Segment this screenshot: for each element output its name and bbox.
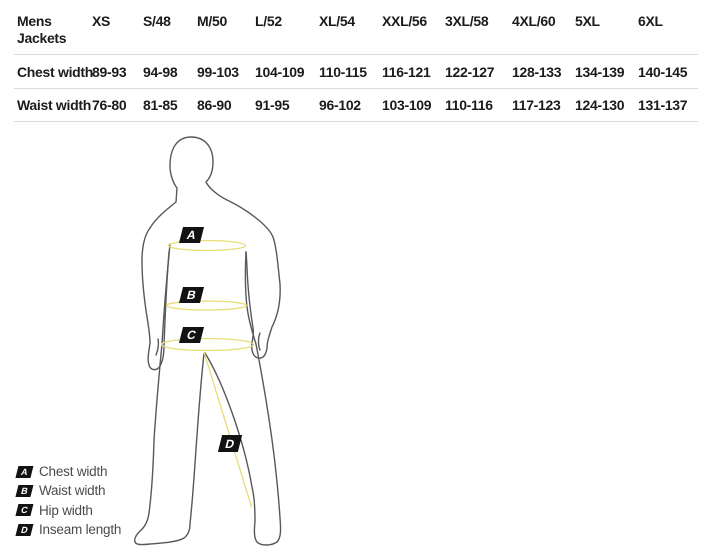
legend-c-badge: C: [15, 504, 34, 516]
row-label: Chest width: [17, 63, 94, 80]
figure-left-leg: [134, 243, 205, 546]
row-label: Waist width: [17, 97, 91, 113]
chest-value: 89-93: [92, 63, 127, 80]
size-header-l: L/52: [255, 13, 282, 29]
legend-row-hip: C Hip width: [15, 501, 121, 520]
size-header-6xl: 6XL: [638, 13, 663, 29]
size-header-s: S/48: [143, 13, 171, 29]
figure-left-arm: [141, 227, 170, 371]
size-header-xl: XL/54: [319, 13, 355, 29]
waist-measure-line: [165, 300, 248, 311]
legend-row-chest: A Chest width: [15, 462, 121, 481]
chest-value: 116-121: [382, 63, 431, 80]
legend-d-badge: D: [15, 523, 34, 536]
waist-value: 81-85: [143, 97, 178, 113]
legend-d-label: Inseam length: [39, 522, 122, 538]
waist-value: 110-116: [445, 97, 493, 113]
size-header-3xl: 3XL/58: [445, 13, 489, 29]
product-label: Mens Jackets: [17, 13, 67, 46]
size-header-4xl: 4XL/60: [512, 13, 556, 29]
waist-value: 86-90: [197, 97, 232, 113]
marker-d-badge: D: [217, 435, 243, 452]
figure-right-thumb: [257, 332, 261, 351]
measurement-legend: A Chest width B Waist width C Hip width …: [15, 462, 122, 539]
legend-a-label: Chest width: [39, 464, 108, 480]
chest-value: 94-98: [143, 63, 178, 80]
waist-value: 96-102: [319, 97, 361, 113]
size-table-header-row: Mens Jackets XS S/48 M/50 L/52 XL/54 XXL…: [14, 8, 698, 55]
chest-width-row: Chest width 89-93 94-98 99-103 104-109 1…: [14, 55, 698, 89]
waist-value: 91-95: [255, 97, 290, 113]
waist-value: 131-137: [638, 97, 688, 113]
waist-value: 76-80: [92, 97, 127, 113]
legend-row-inseam: D Inseam length: [15, 520, 122, 539]
legend-b-label: Waist width: [39, 483, 106, 499]
hip-measure-line: [160, 337, 255, 352]
waist-value: 103-109: [382, 97, 432, 113]
size-header-xs: XS: [92, 13, 111, 29]
chest-value: 122-127: [445, 63, 495, 80]
waist-value: 117-123: [512, 97, 561, 113]
chest-value: 128-133: [512, 63, 562, 80]
marker-a-badge: A: [179, 227, 204, 243]
body-measurement-diagram: [134, 136, 282, 546]
figure-right-leg: [204, 251, 282, 546]
size-header-m: M/50: [197, 13, 227, 29]
legend-c-label: Hip width: [39, 502, 93, 518]
chest-value: 110-115: [319, 63, 367, 80]
marker-c-badge: C: [179, 327, 204, 343]
legend-row-waist: B Waist width: [15, 481, 121, 500]
figure-left-thumb: [155, 338, 160, 356]
chest-measure-line: [167, 239, 247, 252]
inseam-measure-line: [203, 351, 253, 508]
size-header-5xl: 5XL: [575, 13, 600, 29]
waist-value: 124-130: [575, 97, 625, 113]
chest-value: 104-109: [255, 63, 305, 80]
chest-value: 140-145: [638, 63, 688, 80]
legend-a-badge: A: [15, 465, 34, 478]
chest-value: 99-103: [197, 63, 239, 80]
size-header-xxl: XXL/56: [382, 13, 427, 29]
size-table: Mens Jackets XS S/48 M/50 L/52 XL/54 XXL…: [14, 8, 698, 122]
chest-value: 134-139: [575, 63, 625, 80]
legend-b-badge: B: [15, 485, 34, 497]
waist-width-row: Waist width 76-80 81-85 86-90 91-95 96-1…: [14, 89, 698, 122]
marker-b-badge: B: [179, 287, 204, 303]
